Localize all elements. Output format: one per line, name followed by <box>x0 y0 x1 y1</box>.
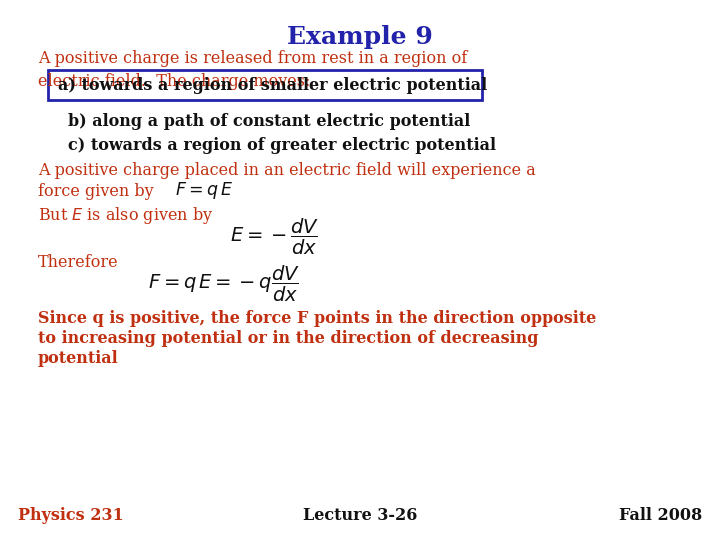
Text: Lecture 3-26: Lecture 3-26 <box>303 507 417 524</box>
Text: Since q is positive, the force F points in the direction opposite: Since q is positive, the force F points … <box>38 310 596 327</box>
Text: a) towards a region of smaller electric potential: a) towards a region of smaller electric … <box>58 77 487 93</box>
Text: $F = q\,E = -q\dfrac{dV}{dx}$: $F = q\,E = -q\dfrac{dV}{dx}$ <box>148 264 300 304</box>
Text: $E = -\dfrac{dV}{dx}$: $E = -\dfrac{dV}{dx}$ <box>230 217 319 257</box>
Text: $F = q\,E$: $F = q\,E$ <box>175 180 233 201</box>
Text: force given by: force given by <box>38 183 153 200</box>
Text: But $E$ is also given by: But $E$ is also given by <box>38 205 213 226</box>
Text: c) towards a region of greater electric potential: c) towards a region of greater electric … <box>68 137 496 154</box>
Text: Physics 231: Physics 231 <box>18 507 124 524</box>
Text: Example 9: Example 9 <box>287 25 433 49</box>
Text: b) along a path of constant electric potential: b) along a path of constant electric pot… <box>68 113 470 130</box>
Text: Therefore: Therefore <box>38 254 119 271</box>
Text: A positive charge placed in an electric field will experience a: A positive charge placed in an electric … <box>38 162 536 179</box>
Text: Fall 2008: Fall 2008 <box>618 507 702 524</box>
Text: to increasing potential or in the direction of decreasing: to increasing potential or in the direct… <box>38 330 539 347</box>
Text: potential: potential <box>38 350 119 367</box>
Text: A positive charge is released from rest in a region of
electric field.  The char: A positive charge is released from rest … <box>38 50 467 91</box>
FancyBboxPatch shape <box>48 70 482 100</box>
